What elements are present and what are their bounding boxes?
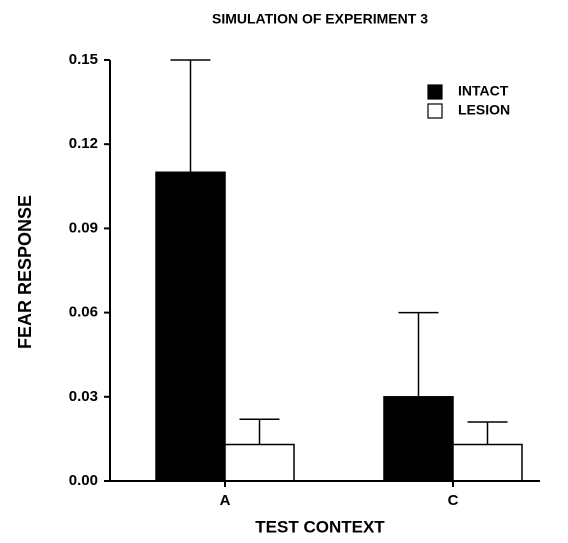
x-tick-label: C [448,492,459,509]
bar [155,171,226,482]
y-tick-label: 0.09 [69,219,98,236]
x-tick-label: A [220,492,231,509]
legend-label: LESION [458,102,510,118]
y-tick-label: 0.00 [69,472,98,489]
legend-label: INTACT [458,83,509,99]
bar [452,443,523,482]
chart-title: SIMULATION OF EXPERIMENT 3 [212,11,428,27]
y-tick-label: 0.06 [69,304,98,321]
legend-swatch [427,103,443,119]
y-tick-label: 0.15 [69,51,98,68]
y-axis-label: FEAR RESPONSE [15,195,35,349]
legend-swatch [427,84,443,100]
bar [383,396,454,482]
x-axis-label: TEST CONTEXT [255,517,385,536]
y-tick-label: 0.03 [69,388,98,405]
y-tick-label: 0.12 [69,135,98,152]
bar [224,443,295,482]
